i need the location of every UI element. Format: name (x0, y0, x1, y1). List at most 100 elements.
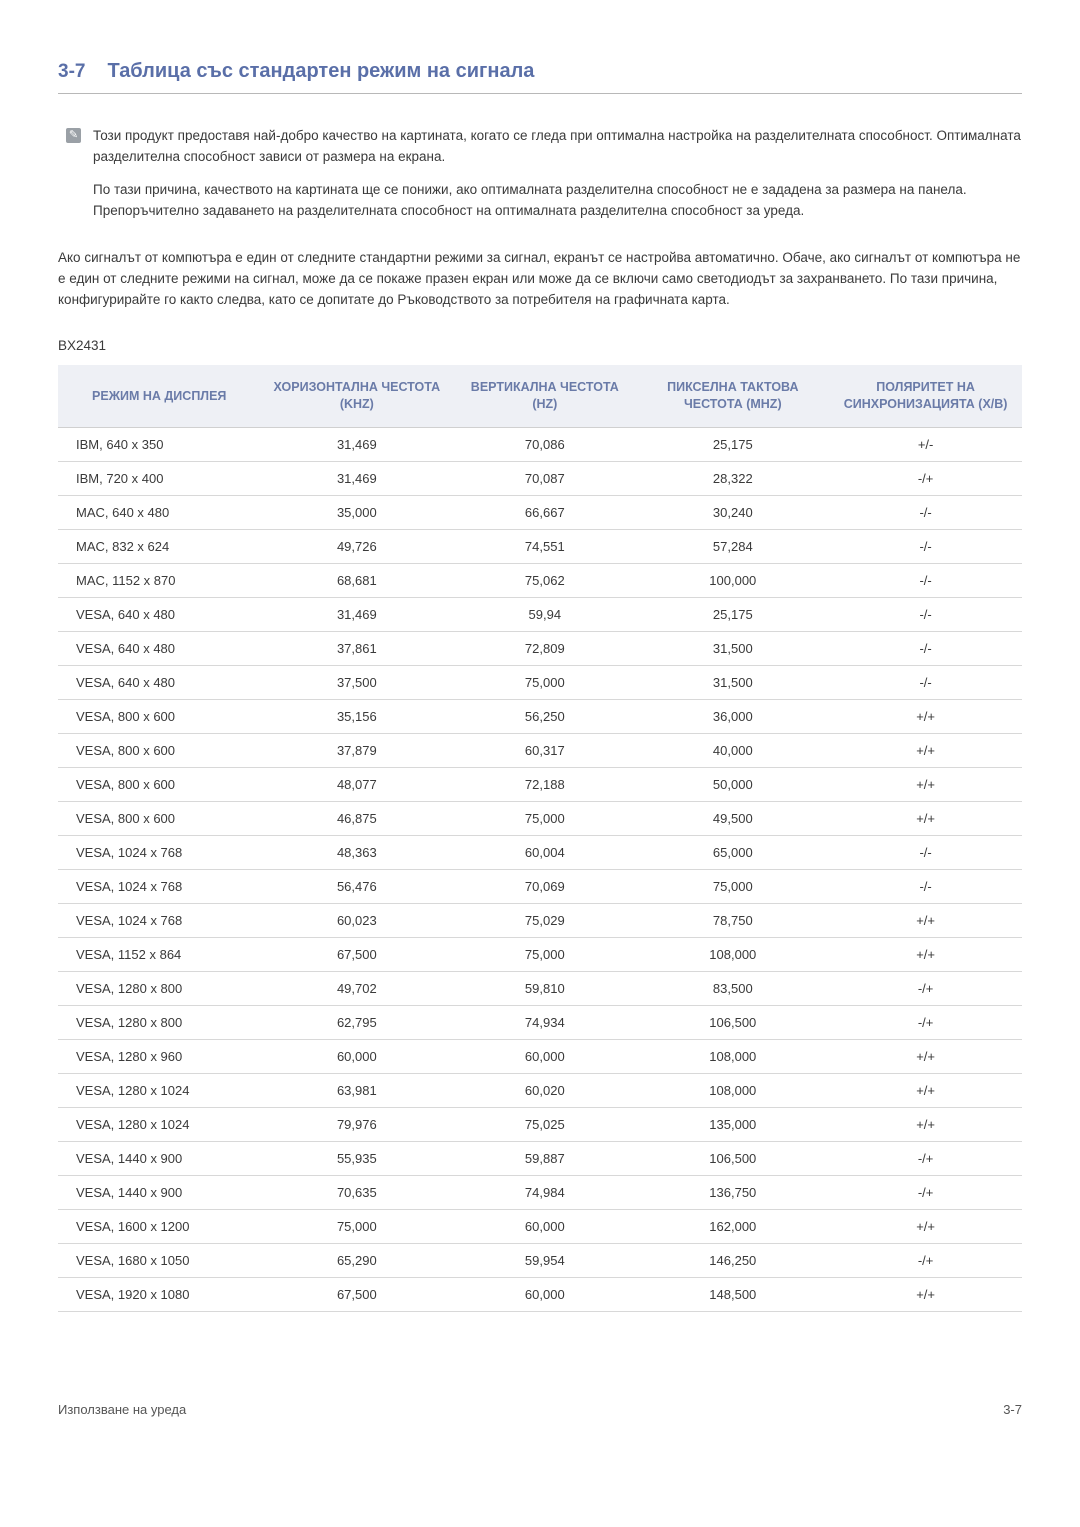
table-cell: +/+ (829, 768, 1022, 802)
table-cell: +/+ (829, 700, 1022, 734)
table-cell: -/- (829, 598, 1022, 632)
section-heading: 3-7 Таблица със стандартен режим на сигн… (58, 60, 1022, 94)
table-row: VESA, 640 x 48037,86172,80931,500-/- (58, 632, 1022, 666)
table-cell: 70,087 (453, 462, 636, 496)
table-cell: VESA, 1280 x 800 (58, 972, 260, 1006)
table-cell: VESA, 1280 x 1024 (58, 1074, 260, 1108)
col-header-sync: ПОЛЯРИТЕТ НА СИНХРОНИЗАЦИЯТА (Х/В) (829, 365, 1022, 427)
table-cell: +/+ (829, 734, 1022, 768)
table-cell: 83,500 (636, 972, 829, 1006)
table-row: VESA, 1152 x 86467,50075,000108,000+/+ (58, 938, 1022, 972)
table-cell: VESA, 1024 x 768 (58, 904, 260, 938)
table-cell: 75,029 (453, 904, 636, 938)
col-header-pixclock: ПИКСЕЛНА ТАКТОВА ЧЕСТОТА (MHZ) (636, 365, 829, 427)
table-cell: +/+ (829, 1074, 1022, 1108)
table-cell: 37,500 (260, 666, 453, 700)
table-row: VESA, 800 x 60035,15656,25036,000+/+ (58, 700, 1022, 734)
table-cell: -/- (829, 632, 1022, 666)
table-header: РЕЖИМ НА ДИСПЛЕЯ ХОРИЗОНТАЛНА ЧЕСТОТА (K… (58, 365, 1022, 427)
table-cell: 68,681 (260, 564, 453, 598)
table-row: VESA, 1680 x 105065,29059,954146,250-/+ (58, 1244, 1022, 1278)
table-cell: 25,175 (636, 428, 829, 462)
table-row: VESA, 1024 x 76856,47670,06975,000-/- (58, 870, 1022, 904)
table-row: MAC, 640 x 48035,00066,66730,240-/- (58, 496, 1022, 530)
footer-left: Използване на уреда (58, 1402, 186, 1417)
table-cell: -/+ (829, 972, 1022, 1006)
table-row: IBM, 640 x 35031,46970,08625,175+/- (58, 428, 1022, 462)
table-cell: -/- (829, 564, 1022, 598)
table-cell: VESA, 1440 x 900 (58, 1142, 260, 1176)
table-cell: +/- (829, 428, 1022, 462)
footer-right: 3-7 (1003, 1402, 1022, 1417)
table-cell: +/+ (829, 904, 1022, 938)
table-cell: 79,976 (260, 1108, 453, 1142)
table-row: IBM, 720 x 40031,46970,08728,322-/+ (58, 462, 1022, 496)
table-cell: 135,000 (636, 1108, 829, 1142)
table-cell: 108,000 (636, 938, 829, 972)
table-cell: -/- (829, 666, 1022, 700)
note-paragraph-2: По тази причина, качеството на картината… (93, 180, 1022, 222)
table-cell: +/+ (829, 1278, 1022, 1312)
table-cell: 60,000 (453, 1040, 636, 1074)
table-cell: 67,500 (260, 938, 453, 972)
page-footer: Използване на уреда 3-7 (58, 1402, 1022, 1417)
table-cell: MAC, 1152 x 870 (58, 564, 260, 598)
table-cell: 67,500 (260, 1278, 453, 1312)
table-row: VESA, 800 x 60046,87575,00049,500+/+ (58, 802, 1022, 836)
table-cell: 55,935 (260, 1142, 453, 1176)
table-cell: VESA, 800 x 600 (58, 768, 260, 802)
table-cell: 70,635 (260, 1176, 453, 1210)
table-cell: 49,726 (260, 530, 453, 564)
table-cell: 108,000 (636, 1074, 829, 1108)
table-cell: 75,062 (453, 564, 636, 598)
table-cell: 74,984 (453, 1176, 636, 1210)
table-cell: -/- (829, 530, 1022, 564)
table-cell: 36,000 (636, 700, 829, 734)
table-cell: 60,023 (260, 904, 453, 938)
table-cell: 37,879 (260, 734, 453, 768)
table-cell: 59,94 (453, 598, 636, 632)
col-header-hfreq: ХОРИЗОНТАЛНА ЧЕСТОТА (KHZ) (260, 365, 453, 427)
table-cell: 49,702 (260, 972, 453, 1006)
table-cell: VESA, 1280 x 960 (58, 1040, 260, 1074)
table-cell: 62,795 (260, 1006, 453, 1040)
table-row: VESA, 640 x 48031,46959,9425,175-/- (58, 598, 1022, 632)
table-row: VESA, 1024 x 76860,02375,02978,750+/+ (58, 904, 1022, 938)
table-cell: 136,750 (636, 1176, 829, 1210)
note-text: Този продукт предоставя най-добро качест… (93, 126, 1022, 234)
signal-modes-table: РЕЖИМ НА ДИСПЛЕЯ ХОРИЗОНТАЛНА ЧЕСТОТА (K… (58, 365, 1022, 1312)
table-cell: VESA, 640 x 480 (58, 598, 260, 632)
model-label: BX2431 (58, 338, 1022, 353)
table-cell: +/+ (829, 1108, 1022, 1142)
table-row: VESA, 1280 x 80049,70259,81083,500-/+ (58, 972, 1022, 1006)
table-cell: 74,934 (453, 1006, 636, 1040)
table-cell: VESA, 1280 x 800 (58, 1006, 260, 1040)
table-cell: VESA, 1152 x 864 (58, 938, 260, 972)
table-body: IBM, 640 x 35031,46970,08625,175+/-IBM, … (58, 428, 1022, 1312)
col-header-vfreq: ВЕРТИКАЛНА ЧЕСТОТА (HZ) (453, 365, 636, 427)
table-cell: 59,954 (453, 1244, 636, 1278)
table-row: VESA, 1440 x 90070,63574,984136,750-/+ (58, 1176, 1022, 1210)
table-cell: -/- (829, 496, 1022, 530)
table-cell: +/+ (829, 1040, 1022, 1074)
table-row: VESA, 1280 x 96060,00060,000108,000+/+ (58, 1040, 1022, 1074)
table-cell: -/- (829, 836, 1022, 870)
table-cell: 31,469 (260, 462, 453, 496)
table-cell: 70,069 (453, 870, 636, 904)
table-cell: VESA, 800 x 600 (58, 734, 260, 768)
table-cell: 60,020 (453, 1074, 636, 1108)
table-cell: +/+ (829, 802, 1022, 836)
table-cell: 106,500 (636, 1142, 829, 1176)
table-cell: MAC, 832 x 624 (58, 530, 260, 564)
table-cell: 72,188 (453, 768, 636, 802)
table-cell: 108,000 (636, 1040, 829, 1074)
table-cell: 48,077 (260, 768, 453, 802)
table-cell: 75,000 (636, 870, 829, 904)
table-cell: +/+ (829, 938, 1022, 972)
table-cell: 60,000 (260, 1040, 453, 1074)
table-cell: VESA, 1920 x 1080 (58, 1278, 260, 1312)
table-cell: 49,500 (636, 802, 829, 836)
table-cell: 100,000 (636, 564, 829, 598)
table-row: VESA, 1600 x 120075,00060,000162,000+/+ (58, 1210, 1022, 1244)
table-cell: 56,250 (453, 700, 636, 734)
